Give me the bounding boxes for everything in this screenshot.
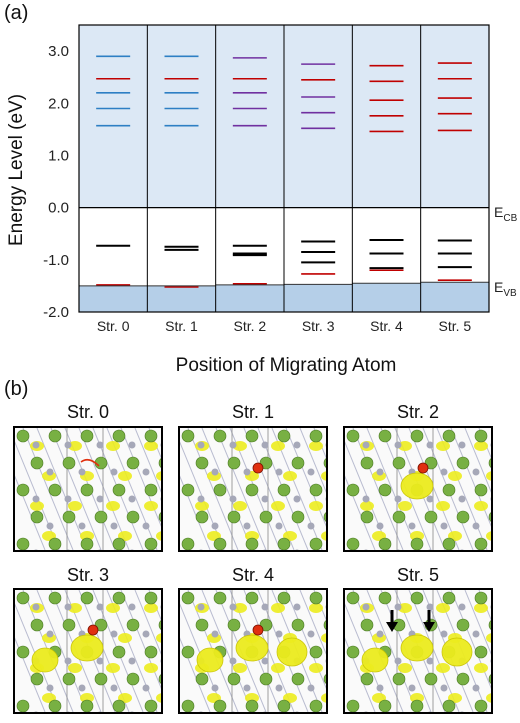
panel-b-label: (b) xyxy=(4,378,29,400)
valence-band-region xyxy=(215,284,284,312)
valence-band-region xyxy=(352,283,421,312)
x-tick-label: Str. 4 xyxy=(370,318,403,334)
structure-image xyxy=(178,588,328,714)
y-axis-title: Energy Level (eV) xyxy=(6,94,27,246)
structure-title: Str. 4 xyxy=(231,565,275,585)
y-tick-label: -2.0 xyxy=(43,304,69,321)
x-tick-label: Str. 2 xyxy=(233,318,266,334)
x-tick-label: Str. 3 xyxy=(302,318,335,334)
vbm-label: EVB xyxy=(494,279,517,299)
valence-band-region xyxy=(420,282,489,312)
valence-band-region xyxy=(284,284,353,312)
structure-image xyxy=(178,426,328,552)
y-tick-label: 1.0 xyxy=(48,147,69,164)
x-axis-title: Position of Migrating Atom xyxy=(176,355,397,376)
cbm-label: ECB xyxy=(494,204,518,224)
structure-image xyxy=(343,588,493,714)
y-tick-label: -1.0 xyxy=(43,252,69,269)
panel-a-label: (a) xyxy=(4,2,29,24)
valence-band-region xyxy=(79,285,148,312)
structure-title: Str. 0 xyxy=(66,402,110,422)
x-tick-label: Str. 1 xyxy=(165,318,198,334)
y-tick-label: 2.0 xyxy=(48,95,69,112)
structure-title: Str. 5 xyxy=(396,565,440,585)
structure-image xyxy=(13,588,163,714)
structure-title: Str. 3 xyxy=(66,565,110,585)
structure-title: Str. 1 xyxy=(231,402,275,422)
y-tick-label: 3.0 xyxy=(48,43,69,60)
valence-band-region xyxy=(147,285,216,312)
energy-level-chart: Energy Level (eV) Position of Migrating … xyxy=(6,24,518,376)
y-tick-label: 0.0 xyxy=(48,200,69,217)
structure-title: Str. 2 xyxy=(396,402,440,422)
x-tick-label: Str. 5 xyxy=(438,318,471,334)
structure-image xyxy=(13,426,163,552)
structure-image xyxy=(343,426,493,552)
x-tick-label: Str. 0 xyxy=(97,318,130,334)
